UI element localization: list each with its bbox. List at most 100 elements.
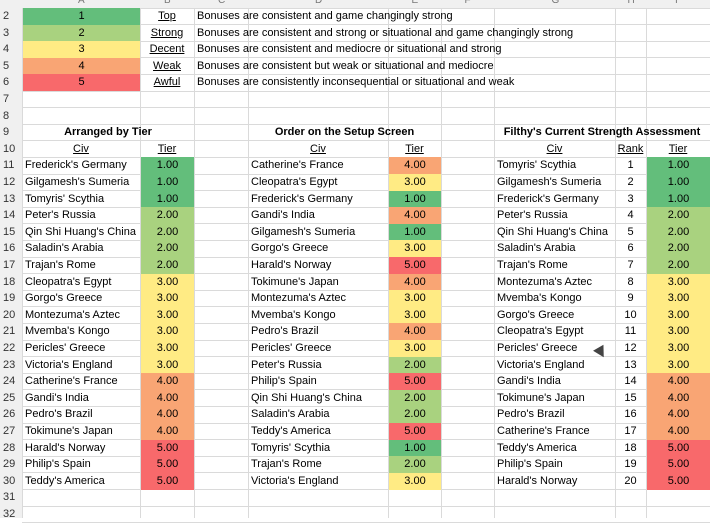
tier-value[interactable]: 4.00 [389, 323, 441, 341]
row-number[interactable]: 8 [3, 109, 10, 122]
rank-value[interactable]: 3 [627, 192, 634, 205]
civ-name[interactable]: Peter's Russia [497, 209, 568, 222]
legend-tier-description[interactable]: Bonuses are consistently inconsequential… [197, 76, 515, 89]
civ-name[interactable]: Pericles' Greece [497, 342, 578, 354]
row-number[interactable]: 22 [3, 342, 16, 354]
column-header-letter[interactable]: I [675, 0, 678, 6]
row-number[interactable]: 19 [3, 292, 16, 305]
civ-name[interactable]: Philip's Spain [25, 458, 91, 471]
tier-value[interactable]: 5.00 [647, 456, 710, 474]
rank-value[interactable]: 15 [624, 391, 637, 404]
header-tier[interactable]: Tier [157, 142, 177, 155]
civ-name[interactable]: Montezuma's Aztec [25, 308, 121, 321]
tier-value[interactable]: 5.00 [141, 439, 194, 457]
civ-name[interactable]: Tokimune's Japan [251, 275, 339, 288]
civ-name[interactable]: Tomyris' Scythia [25, 192, 105, 205]
rank-value[interactable]: 6 [627, 242, 634, 255]
tier-value[interactable]: 2.00 [647, 240, 710, 258]
tier-value[interactable]: 1.00 [141, 190, 194, 208]
rank-value[interactable]: 18 [624, 441, 637, 454]
civ-name[interactable]: Philip's Spain [497, 458, 563, 471]
row-number[interactable]: 16 [3, 242, 16, 255]
row-number[interactable]: 9 [3, 126, 10, 139]
civ-name[interactable]: Gilgamesh's Sumeria [497, 176, 602, 188]
rank-value[interactable]: 16 [624, 408, 637, 421]
tier-value[interactable]: 3.00 [141, 273, 194, 291]
civ-name[interactable]: Saladin's Arabia [497, 242, 576, 255]
civ-name[interactable]: Teddy's America [25, 474, 105, 487]
header-tier[interactable]: Tier [405, 142, 424, 155]
tier-value[interactable]: 3.00 [141, 290, 194, 308]
section-title-by-tier[interactable]: Arranged by Tier [64, 126, 152, 139]
legend-tier-number[interactable]: 5 [23, 74, 140, 92]
header-civ[interactable]: Civ [73, 142, 89, 155]
civ-name[interactable]: Catherine's France [25, 375, 118, 388]
civ-name[interactable]: Victoria's England [25, 358, 113, 371]
column-header-letter[interactable]: E [411, 0, 419, 6]
civ-name[interactable]: Peter's Russia [251, 358, 322, 371]
tier-value[interactable]: 4.00 [141, 389, 194, 407]
legend-tier-description[interactable]: Bonuses are consistent and game changing… [197, 10, 453, 22]
row-number[interactable]: 23 [3, 358, 16, 371]
row-number[interactable]: 3 [3, 26, 10, 39]
civ-name[interactable]: Gorgo's Greece [25, 292, 103, 305]
rank-value[interactable]: 13 [624, 358, 637, 371]
tier-value[interactable]: 1.00 [389, 223, 441, 241]
civ-name[interactable]: Gorgo's Greece [251, 242, 329, 255]
civ-name[interactable]: Trajan's Rome [497, 259, 568, 271]
tier-value[interactable]: 1.00 [647, 157, 710, 175]
tier-value[interactable]: 3.00 [389, 240, 441, 258]
civ-name[interactable]: Cleopatra's Egypt [25, 275, 112, 288]
tier-value[interactable]: 5.00 [389, 423, 441, 440]
rank-value[interactable]: 8 [627, 275, 634, 288]
civ-name[interactable]: Frederick's Germany [497, 192, 599, 205]
tier-value[interactable]: 4.00 [647, 406, 710, 424]
civ-name[interactable]: Victoria's England [251, 474, 339, 487]
legend-tier-description[interactable]: Bonuses are consistent and strong or sit… [197, 26, 574, 39]
column-header-letter[interactable]: G [551, 0, 560, 6]
column-header-letter[interactable]: F [464, 0, 471, 6]
row-number[interactable]: 20 [3, 308, 16, 321]
legend-tier-name[interactable]: Weak [153, 59, 181, 72]
civ-name[interactable]: Tokimune's Japan [25, 425, 113, 437]
civ-name[interactable]: Catherine's France [251, 159, 344, 172]
civ-name[interactable]: Montezuma's Aztec [497, 275, 593, 288]
civ-name[interactable]: Saladin's Arabia [25, 242, 104, 255]
row-number[interactable]: 31 [3, 491, 16, 504]
row-number[interactable]: 30 [3, 474, 16, 487]
legend-tier-name[interactable]: Awful [153, 76, 181, 89]
tier-value[interactable]: 5.00 [389, 257, 441, 274]
rank-value[interactable]: 2 [627, 176, 634, 188]
tier-value[interactable]: 3.00 [389, 472, 441, 490]
civ-name[interactable]: Gandi's India [25, 391, 89, 404]
row-number[interactable]: 12 [3, 176, 16, 188]
tier-value[interactable]: 4.00 [389, 273, 441, 291]
column-header-letter[interactable]: H [627, 0, 635, 6]
tier-value[interactable]: 3.00 [647, 323, 710, 341]
header-rank[interactable]: Rank [617, 142, 644, 155]
tier-value[interactable]: 2.00 [389, 389, 441, 407]
rank-value[interactable]: 19 [624, 458, 637, 471]
civ-name[interactable]: Trajan's Rome [25, 259, 96, 271]
legend-tier-name[interactable]: Strong [150, 26, 184, 39]
civ-name[interactable]: Gilgamesh's Sumeria [251, 225, 356, 238]
rank-value[interactable]: 9 [627, 292, 634, 305]
row-number[interactable]: 26 [3, 408, 16, 421]
civ-name[interactable]: Catherine's France [497, 425, 590, 437]
tier-value[interactable]: 1.00 [141, 157, 194, 175]
civ-name[interactable]: Philip's Spain [251, 375, 317, 388]
civ-name[interactable]: Gandi's India [497, 375, 561, 388]
tier-value[interactable]: 3.00 [389, 174, 441, 191]
section-title-setup-order[interactable]: Order on the Setup Screen [274, 126, 415, 139]
column-header-letter[interactable]: C [218, 0, 226, 6]
tier-value[interactable]: 2.00 [141, 257, 194, 274]
civ-name[interactable]: Victoria's England [497, 358, 585, 371]
tier-value[interactable]: 2.00 [141, 240, 194, 258]
row-number[interactable]: 18 [3, 275, 16, 288]
row-number[interactable]: 28 [3, 441, 16, 454]
tier-value[interactable]: 4.00 [389, 207, 441, 225]
tier-value[interactable]: 4.00 [647, 373, 710, 391]
civ-name[interactable]: Qin Shi Huang's China [497, 225, 608, 238]
tier-value[interactable]: 5.00 [647, 439, 710, 457]
civ-name[interactable]: Mvemba's Kongo [497, 292, 582, 305]
